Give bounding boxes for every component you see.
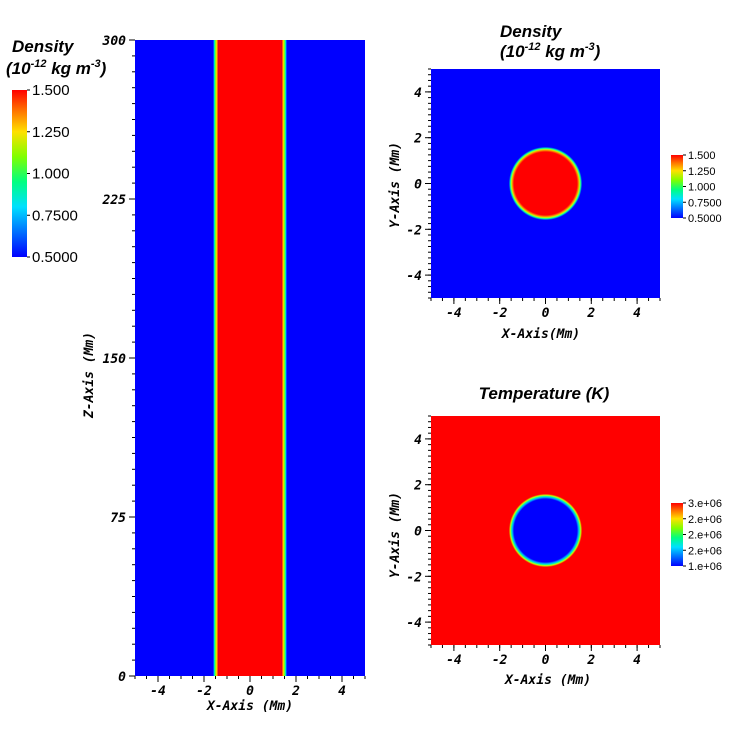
side-y-tick-label: 0 xyxy=(118,670,126,685)
density-xy-colorbar-tick-label: 1.250 xyxy=(688,166,716,178)
temperature-xy-colorbar xyxy=(671,503,683,566)
density-xy-y-tick-label: 4 xyxy=(414,86,422,101)
density-xy-x-tick-label: -2 xyxy=(492,306,508,321)
temperature-xy-y-tick-label: -2 xyxy=(406,570,422,585)
temperature-xy-y-axis-label: Y-Axis (Mm) xyxy=(388,492,403,578)
side-x-tick-label: -2 xyxy=(196,684,212,699)
density-xy-x-tick-label: 0 xyxy=(542,306,550,321)
colorbar-title: Density xyxy=(12,37,75,56)
density-xy-title: Density xyxy=(500,22,563,41)
temperature-xy-tube-disc xyxy=(508,493,583,568)
density-xy-x-tick-label: 4 xyxy=(633,306,641,321)
temperature-xy-y-tick-label: -4 xyxy=(406,616,422,631)
side-x-tick-label: -4 xyxy=(150,684,166,699)
temperature-xy-panel: Temperature (K) -4 -2 0 2 4 -4 -2 0 2 4 X-Axis (M… xyxy=(388,384,722,688)
density-colorbar: Density (10-12 kg m-3) 1.500 1.250 1.000 0.… xyxy=(6,37,107,266)
temperature-xy-y-tick-label: 2 xyxy=(413,479,422,494)
density-xy-y-tick-label: 2 xyxy=(413,132,422,147)
side-z-axis-label: Z-Axis (Mm) xyxy=(82,332,97,419)
main-colorbar-tick-label: 0.7500 xyxy=(32,207,78,224)
temperature-xy-x-tick-label: -4 xyxy=(446,653,462,668)
density-xy-panel: Density (10-12 kg m-3) -4 -2 0 2 4 -4 -2 0 2 4 X-… xyxy=(388,22,722,342)
temperature-xy-title: Temperature (K) xyxy=(479,384,610,403)
side-y-tick-label: 75 xyxy=(110,511,126,526)
density-xy-y-axis-label: Y-Axis (Mm) xyxy=(388,142,403,228)
main-colorbar-tick-label: 1.250 xyxy=(32,124,70,141)
temperature-xy-colorbar-tick-label: 2.e+06 xyxy=(688,514,722,526)
density-xy-colorbar xyxy=(671,155,683,218)
temperature-xy-x-tick-label: 4 xyxy=(633,653,641,668)
temperature-xy-y-tick-label: 0 xyxy=(414,525,422,540)
density-xy-y-tick-label: -4 xyxy=(406,269,422,284)
temperature-xy-x-tick-label: -2 xyxy=(492,653,508,668)
temperature-xy-colorbar-tick-label: 3.e+06 xyxy=(688,498,722,510)
density-column xyxy=(218,40,282,676)
side-y-tick-label: 225 xyxy=(102,193,127,208)
density-xy-y-tick-label: 0 xyxy=(414,178,422,193)
density-xy-colorbar-tick-label: 0.7500 xyxy=(688,197,722,209)
temperature-xy-colorbar-tick-label: 1.e+06 xyxy=(688,561,722,573)
density-xy-x-tick-label: 2 xyxy=(586,306,595,321)
side-y-tick-label: 150 xyxy=(103,352,127,367)
density-xy-y-tick-label: -2 xyxy=(406,223,422,238)
density-xy-colorbar-tick-label: 1.500 xyxy=(688,150,716,162)
main-colorbar-tick-label: 0.5000 xyxy=(32,249,78,266)
density-xy-colorbar-tick-label: 1.000 xyxy=(688,182,716,194)
side-x-tick-label: 2 xyxy=(291,684,300,699)
side-x-tick-label: 4 xyxy=(338,684,346,699)
side-x-axis-label: X-Axis (Mm) xyxy=(206,699,293,714)
density-xy-colorbar-tick-label: 0.5000 xyxy=(688,213,722,225)
temperature-xy-x-tick-label: 2 xyxy=(586,653,595,668)
density-xy-x-tick-label: -4 xyxy=(446,306,462,321)
density-xy-tube-disc xyxy=(508,146,583,221)
side-x-tick-label: 0 xyxy=(246,684,254,699)
colorbar-units: (10-12 kg m-3) xyxy=(6,58,107,78)
temperature-xy-colorbar-tick-label: 2.e+06 xyxy=(688,545,722,557)
main-colorbar-tick-label: 1.000 xyxy=(32,166,70,183)
temperature-xy-x-axis-label: X-Axis (Mm) xyxy=(504,673,591,688)
main-colorbar-tick-label: 1.500 xyxy=(32,82,70,99)
temperature-xy-x-tick-label: 0 xyxy=(542,653,550,668)
density-xy-x-axis-label: X-Axis(Mm) xyxy=(501,327,580,342)
temperature-xy-y-tick-label: 4 xyxy=(414,433,422,448)
side-y-tick-label: 300 xyxy=(102,34,127,49)
temperature-xy-colorbar-tick-label: 2.e+06 xyxy=(688,530,722,542)
density-xy-units: (10-12 kg m-3) xyxy=(500,41,601,61)
column-right-edge xyxy=(281,40,287,676)
column-left-edge xyxy=(213,40,219,676)
side-view-panel: -4 -2 0 2 4 0 75 150 225 300 X-Axis (Mm) Z-Axis (… xyxy=(82,34,366,714)
colorbar-gradient xyxy=(12,90,27,257)
